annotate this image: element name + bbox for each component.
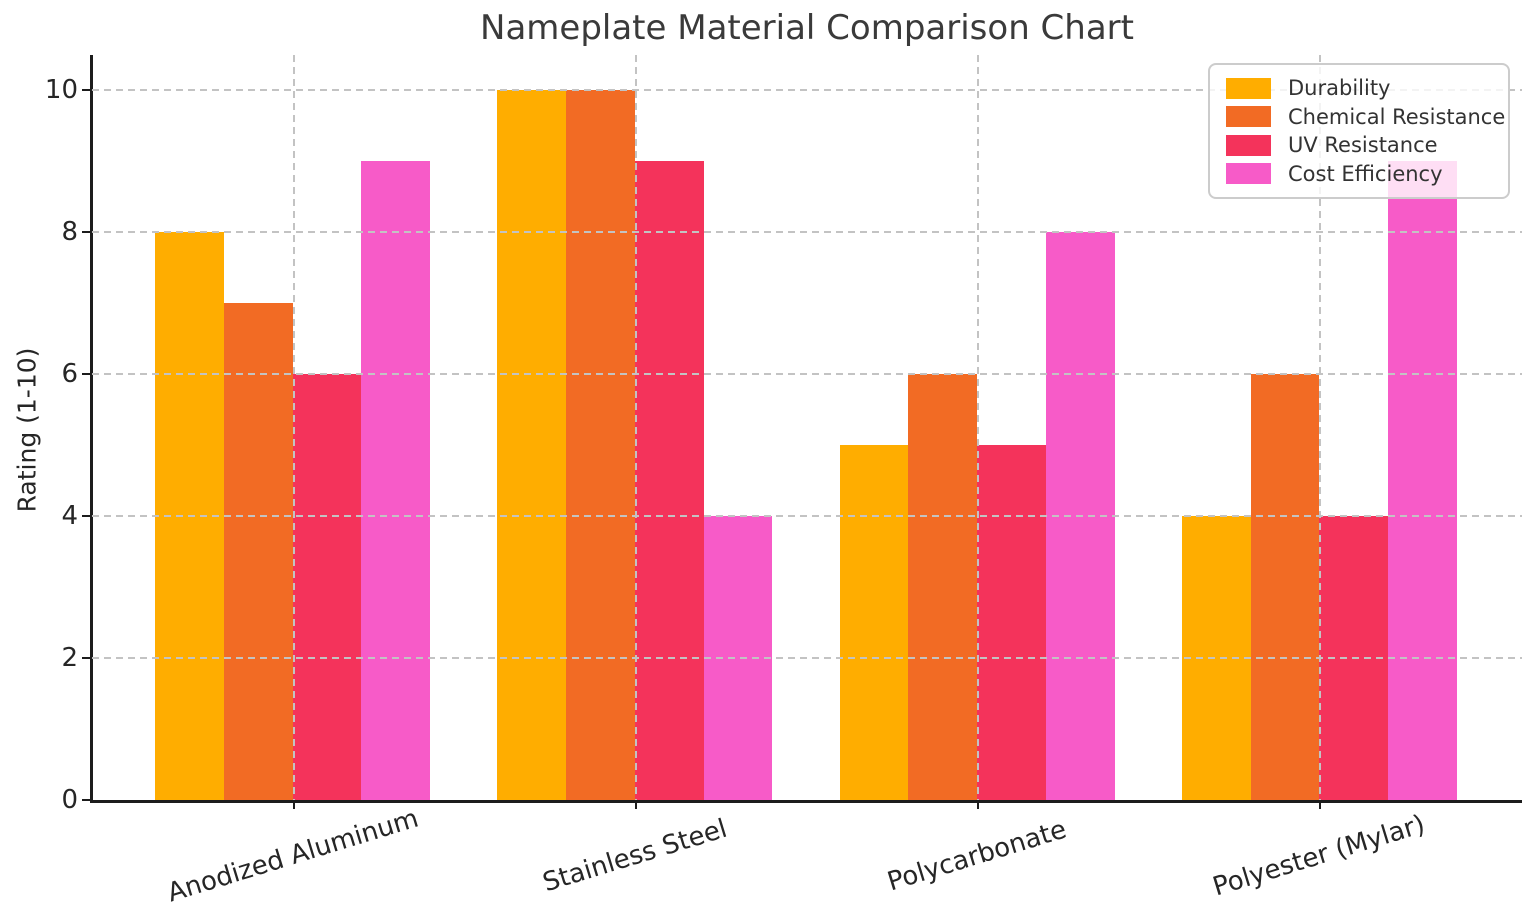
bar-chemical-resistance [566,90,635,800]
x-tick-mark [293,801,295,809]
x-tick-label: Anodized Aluminum [163,803,423,909]
plot-area [92,55,1522,800]
bar-chemical-resistance [1251,374,1319,800]
h-gridline [92,657,1522,659]
x-tick-mark [635,801,637,809]
legend-item: UV Resistance [1226,132,1492,158]
x-tick-label: Polycarbonate [884,814,1070,898]
chart-title: Nameplate Material Comparison Chart [480,8,1134,48]
bar-cost-efficiency [1388,161,1457,800]
y-axis-spine [90,55,93,803]
y-tick-label: 10 [44,75,78,105]
y-tick-mark [82,799,90,801]
legend-item: Chemical Resistance [1226,104,1505,130]
x-tick-mark [977,801,979,809]
v-gridline [977,55,979,800]
y-tick-label: 2 [61,643,78,673]
legend-label: UV Resistance [1288,133,1438,158]
y-tick-mark [82,231,90,233]
v-gridline [1319,55,1321,800]
bar-uv-resistance [977,445,1046,800]
bar-durability [497,90,566,800]
y-tick-label: 6 [61,359,78,389]
y-tick-label: 8 [61,217,78,247]
y-tick-mark [82,89,90,91]
legend-swatch-cost-efficiency [1226,163,1271,185]
v-gridline [293,55,295,800]
x-tick-mark [1319,801,1321,809]
bar-chemical-resistance [908,374,977,800]
legend-swatch-uv-resistance [1226,134,1271,156]
bar-durability [840,445,908,800]
legend-item: Durability [1226,75,1492,101]
h-gridline [92,89,1522,91]
y-tick-label: 4 [61,501,78,531]
legend-swatch-chemical-resistance [1226,106,1271,128]
h-gridline [92,373,1522,375]
y-tick-label: 0 [61,785,78,815]
h-gridline [92,515,1522,517]
y-tick-mark [82,657,90,659]
legend-label: Chemical Resistance [1288,104,1506,129]
bar-uv-resistance [635,161,704,800]
y-axis-title: Rating (1-10) [12,347,42,513]
bar-uv-resistance [293,374,361,800]
legend-label: Durability [1288,76,1391,100]
x-axis-spine [90,800,1522,803]
legend-label: Cost Efficiency [1288,161,1443,186]
y-tick-mark [82,373,90,375]
bar-chemical-resistance [224,303,293,800]
h-gridline [92,231,1522,233]
bar-cost-efficiency [361,161,430,800]
x-tick-label: Stainless Steel [539,813,731,899]
x-tick-label: Polyester (Mylar) [1209,809,1429,903]
legend-swatch-durability [1226,77,1271,99]
legend: Durability Chemical Resistance UV Resistan… [1208,63,1510,199]
legend-item: Cost Efficiency [1226,161,1492,187]
v-gridline [635,55,637,800]
y-tick-mark [82,515,90,517]
